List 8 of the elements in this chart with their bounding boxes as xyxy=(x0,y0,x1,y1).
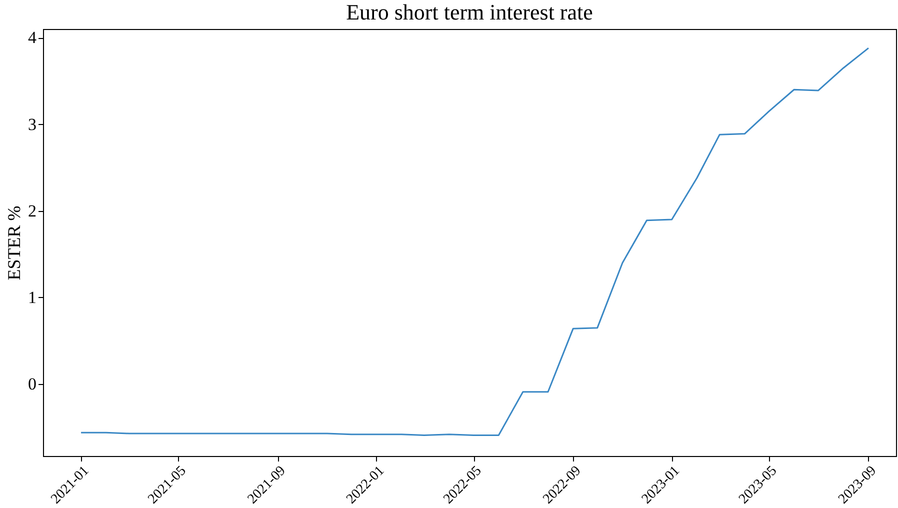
y-tick-label: 0 xyxy=(28,374,36,394)
y-tick-label: 4 xyxy=(28,28,37,48)
y-tick-label: 1 xyxy=(28,288,36,307)
y-axis-title: ESTER % xyxy=(4,206,24,280)
chart-title: Euro short term interest rate xyxy=(346,0,593,25)
line-series xyxy=(80,47,870,436)
y-tick-label: 3 xyxy=(28,114,36,134)
y-tick-label: 2 xyxy=(28,201,36,220)
